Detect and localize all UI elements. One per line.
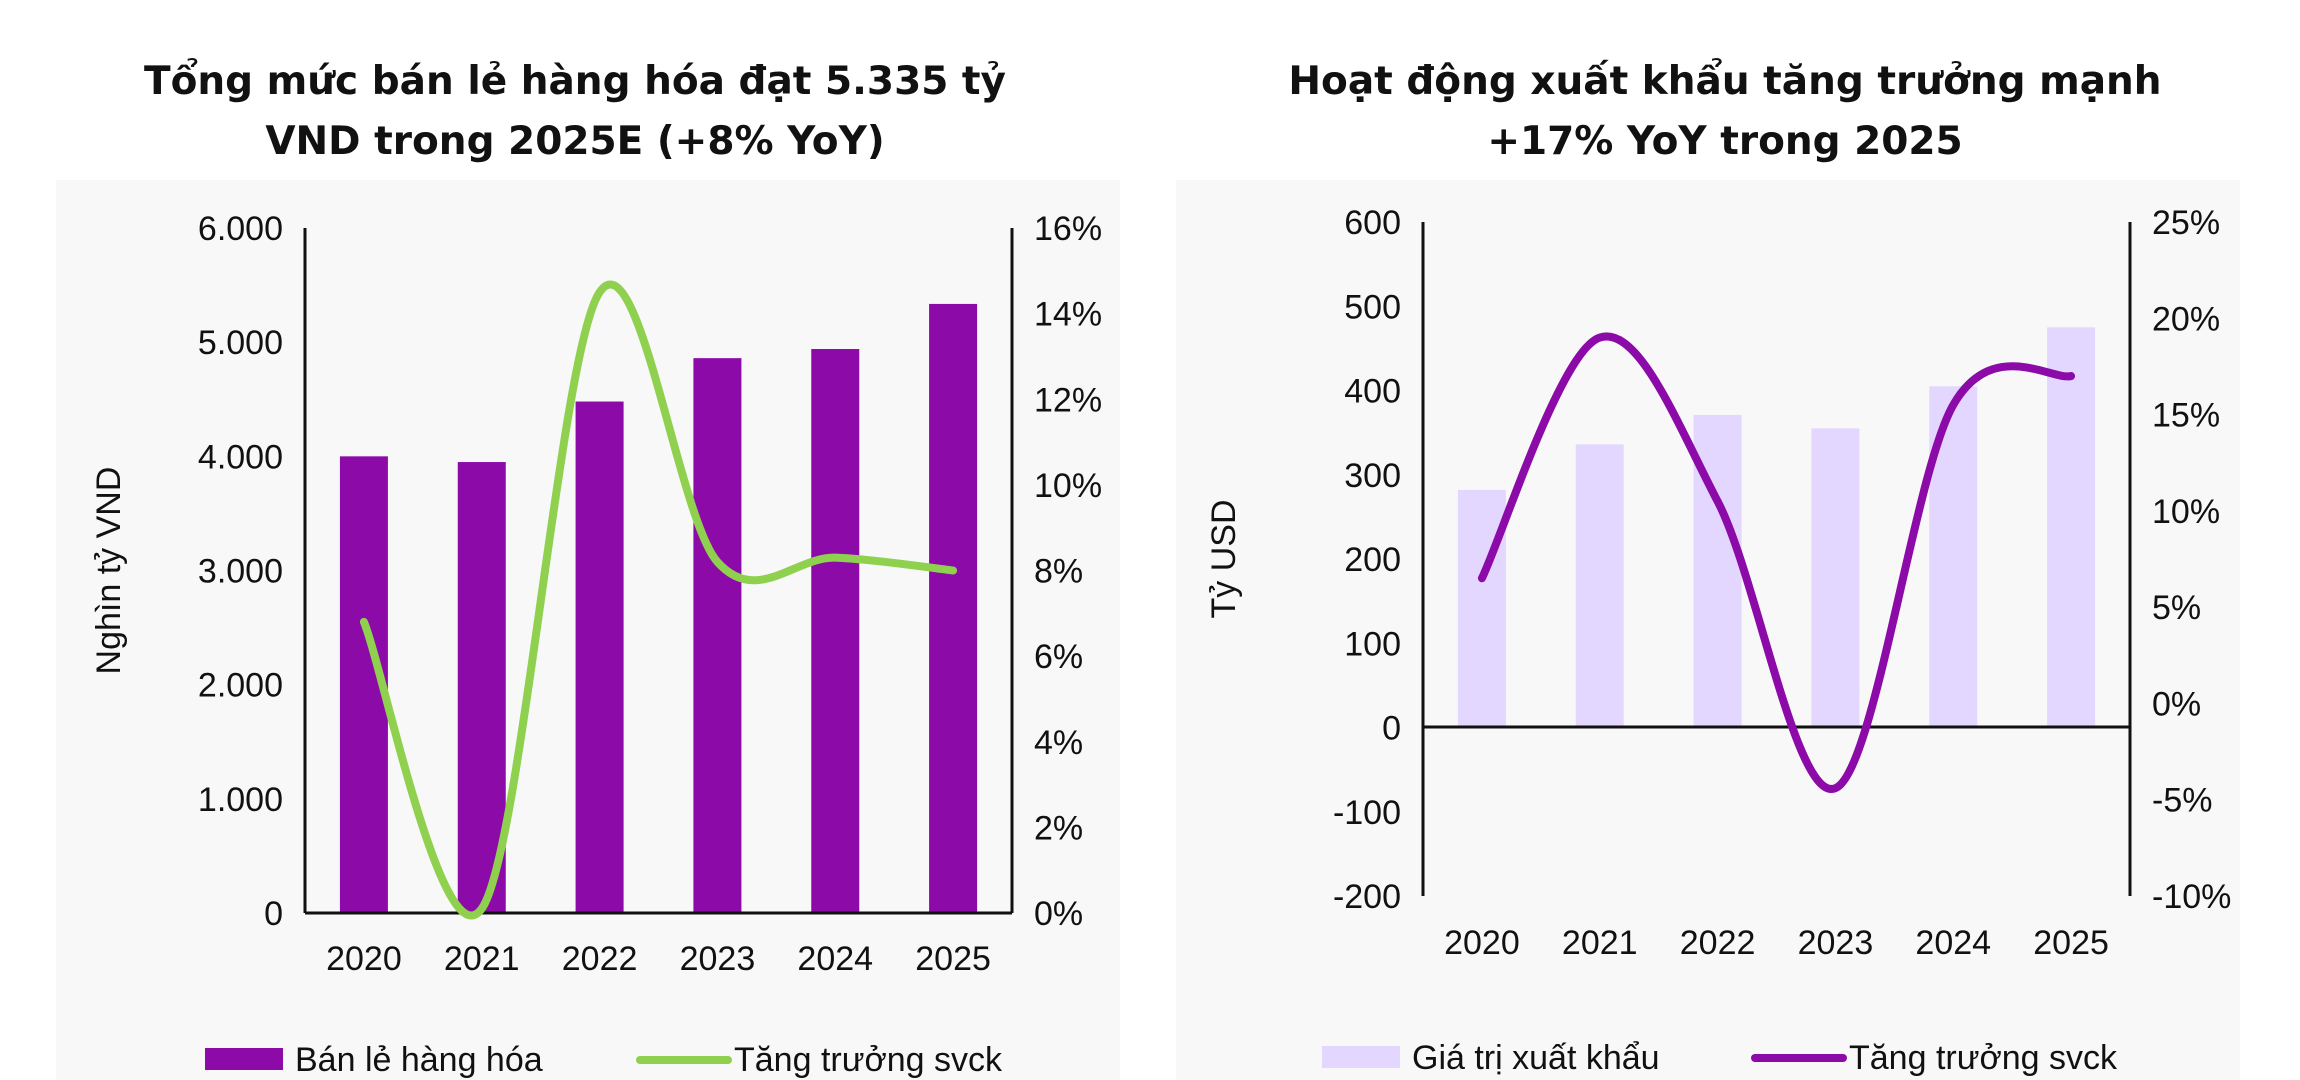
- x-tick-label: 2024: [1915, 924, 1991, 962]
- y-tick-label: 100: [1344, 625, 1401, 663]
- y-tick-label: 300: [1344, 457, 1401, 495]
- retail-chart: 0 1.000 2.000 3.000 4.000 5.000 6.000 0% 2% 4% 6% 8…: [90, 210, 1102, 1079]
- y-tick-label: 6.000: [198, 210, 283, 248]
- bar-2021: [457, 462, 506, 913]
- x-tick-label: 2025: [915, 940, 991, 978]
- y2-tick-label: 6%: [1034, 638, 1083, 676]
- y2-tick-label: 25%: [2152, 204, 2220, 242]
- y2-tick-label: 0%: [2152, 685, 2201, 723]
- legend-bar-swatch: [205, 1048, 283, 1070]
- bar-2023: [1811, 428, 1860, 728]
- y-tick-label: 5.000: [198, 324, 283, 362]
- x-tick-label: 2020: [1444, 924, 1520, 962]
- x-tick-label: 2023: [1798, 924, 1874, 962]
- bar-2025: [929, 303, 978, 913]
- legend-bar-label: Giá trị xuất khẩu: [1412, 1039, 1660, 1077]
- chart-title-line-2: +17% YoY trong 2025: [1487, 119, 1963, 164]
- x-tick-label: 2020: [326, 940, 402, 978]
- y2-tick-label: 15%: [2152, 397, 2220, 435]
- y2-tick-label: 12%: [1034, 381, 1102, 419]
- legend-bar-label: Bán lẻ hàng hóa: [295, 1041, 543, 1079]
- y2-tick-label: 4%: [1034, 724, 1083, 762]
- y-tick-label: 1.000: [198, 781, 283, 819]
- y2-tick-label: 10%: [2152, 493, 2220, 531]
- y2-tick-label: 8%: [1034, 553, 1083, 591]
- y2-tick-label: -10%: [2152, 878, 2231, 916]
- legend-bar-swatch: [1322, 1046, 1400, 1068]
- y-axis-title: Nghìn tỷ VND: [90, 467, 128, 675]
- y-tick-label: -100: [1333, 794, 1401, 832]
- y-tick-label: 4.000: [198, 438, 283, 476]
- chart-title: Tổng mức bán lẻ hàng hóa đạt 5.335 tỷ VN…: [40, 52, 1110, 172]
- x-tick-label: 2022: [562, 940, 638, 978]
- legend-line-label: Tăng trưởng svck: [734, 1041, 1003, 1079]
- export-chart-panel: Hoạt động xuất khẩu tăng trưởng mạnh +17…: [1150, 0, 2300, 1080]
- y2-tick-label: 0%: [1034, 895, 1083, 933]
- y-axis-title: Tỷ USD: [1205, 500, 1243, 619]
- x-tick-label: 2023: [680, 940, 756, 978]
- retail-chart-panel: Tổng mức bán lẻ hàng hóa đạt 5.335 tỷ VN…: [40, 52, 1110, 1079]
- y2-tick-label: -5%: [2152, 782, 2212, 820]
- y2-tick-label: 10%: [1034, 467, 1102, 505]
- chart-title-line-1: Hoạt động xuất khẩu tăng trưởng mạnh: [1288, 59, 2162, 104]
- x-tick-label: 2022: [1680, 924, 1756, 962]
- bar-2020: [1457, 489, 1506, 728]
- chart-title-line-2: VND trong 2025E (+8% YoY): [265, 119, 885, 164]
- bar-2023: [693, 358, 742, 913]
- bar-2021: [1575, 444, 1624, 728]
- x-tick-label: 2024: [797, 940, 873, 978]
- chart-title: Hoạt động xuất khẩu tăng trưởng mạnh +17…: [1190, 52, 2260, 172]
- y2-tick-label: 16%: [1034, 210, 1102, 248]
- x-tick-label: 2021: [444, 940, 520, 978]
- y-tick-label: 200: [1344, 541, 1401, 579]
- y-tick-label: 0: [1382, 710, 1401, 748]
- x-tick-label: 2025: [2033, 924, 2109, 962]
- x-tick-label: 2021: [1562, 924, 1638, 962]
- y-tick-label: 0: [264, 895, 283, 933]
- y-tick-label: 2.000: [198, 667, 283, 705]
- bar-2024: [811, 349, 860, 913]
- y2-tick-label: 14%: [1034, 296, 1102, 334]
- export-chart: -200 -100 0 100 200 300 400 500 600 -10% -5% 0% 5% 10…: [1205, 204, 2231, 1077]
- y2-tick-label: 5%: [2152, 589, 2201, 627]
- y-tick-label: -200: [1333, 878, 1401, 916]
- legend-line-label: Tăng trưởng svck: [1849, 1039, 2118, 1077]
- y-tick-label: 3.000: [198, 553, 283, 591]
- y-tick-label: 500: [1344, 288, 1401, 326]
- bar-2022: [575, 401, 624, 913]
- growth-line: [1477, 332, 2076, 793]
- growth-line: [359, 280, 958, 920]
- chart-title-line-1: Tổng mức bán lẻ hàng hóa đạt 5.335 tỷ: [144, 59, 1006, 104]
- y-tick-label: 600: [1344, 204, 1401, 242]
- y-tick-label: 400: [1344, 373, 1401, 411]
- y2-tick-label: 20%: [2152, 300, 2220, 338]
- bar-2025: [2047, 327, 2096, 728]
- y2-tick-label: 2%: [1034, 809, 1083, 847]
